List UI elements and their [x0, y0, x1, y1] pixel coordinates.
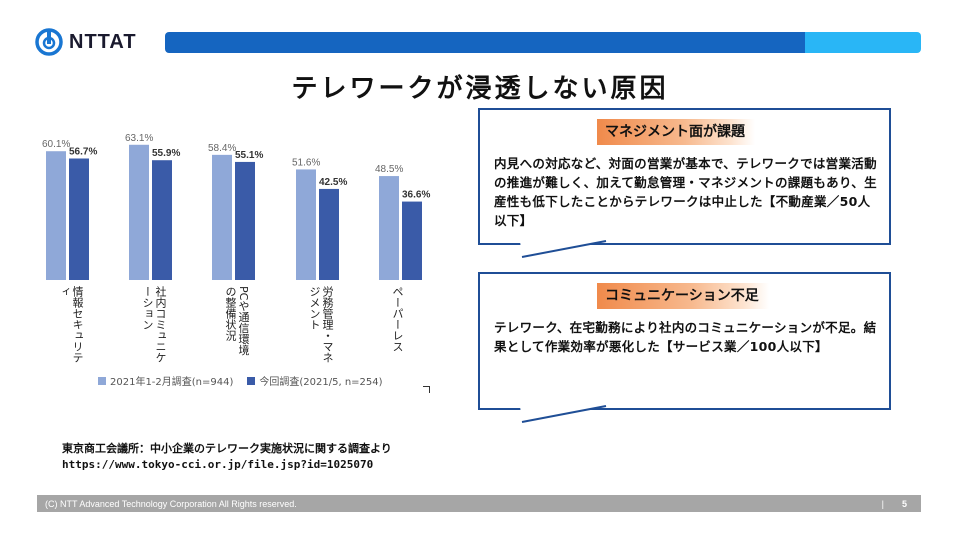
data-label: 60.1%: [42, 139, 70, 150]
callout-communication: コミュニケーション不足 テレワーク、在宅勤務により社内のコミュニケーションが不足…: [478, 272, 891, 410]
legend-item-2021-jan: 2021年1-2月調査(n=944): [98, 373, 233, 388]
callout-tail: [520, 405, 607, 423]
source-url[interactable]: https://www.tokyo-cci.or.jp/file.jsp?id=…: [62, 458, 374, 471]
bar-jan-4: [379, 176, 399, 280]
header-bar-light: [805, 32, 921, 53]
data-label: 55.9%: [152, 148, 180, 159]
bar-jan-0: [46, 151, 66, 280]
category-label: ペーパーレス: [391, 286, 404, 352]
callout-text: 内見への対応など、対面の営業が基本で、テレワークでは営業活動の推進が難しく、加え…: [494, 156, 877, 228]
bar-chart: 60.1% 56.7% 63.1% 55.9% 58.4% 55.1% 51.6% 42.5%…: [38, 130, 458, 400]
bar-may-2: [235, 161, 255, 280]
legend-label: 今回調査(2021/5, n=254): [259, 377, 383, 388]
ntt-logo-icon: [35, 28, 63, 56]
bar-may-1: [152, 160, 172, 280]
slide-title: テレワークが浸透しない原因: [291, 74, 669, 104]
data-label: 51.6%: [292, 157, 320, 168]
legend-swatch: [98, 376, 106, 385]
header-bar: [165, 32, 921, 53]
data-label: 58.4%: [208, 143, 236, 154]
data-label: 55.1%: [235, 150, 263, 161]
header-bar-dark: [165, 32, 805, 53]
callout-tail: [520, 240, 607, 258]
footer-separator: |: [881, 498, 884, 509]
chart-canvas: 60.1%56.7% 63.1% 55.9% 58.4%55.1% 51.6% 42.5%…: [42, 133, 430, 280]
data-label: 42.5%: [319, 177, 347, 188]
logo-text: NTTAT: [69, 30, 137, 53]
corner-mark: [423, 386, 430, 393]
source-title: 東京商工会議所：中小企業のテレワーク実施状況に関する調査より: [62, 442, 392, 455]
bar-may-3: [319, 188, 339, 280]
data-label: 36.6%: [402, 190, 430, 201]
footer-bar: (C) NTT Advanced Technology Corporation …: [37, 495, 921, 512]
chart-legend: 2021年1-2月調査(n=944) 今回調査(2021/5, n=254): [98, 373, 397, 388]
callout-title: マネジメント面が課題: [597, 119, 755, 145]
callout-text: テレワーク、在宅勤務により社内のコミュニケーションが不足。結果として作業効率が悪…: [494, 320, 877, 354]
callout-management: マネジメント面が課題 内見への対応など、対面の営業が基本で、テレワークでは営業活…: [478, 108, 891, 245]
category-label: 情報セキュリティ: [58, 286, 84, 363]
data-label: 56.7%: [69, 147, 97, 158]
category-label: 社内コミュニケーション: [141, 286, 167, 363]
data-label: 48.5%: [375, 164, 403, 175]
data-label: 63.1%: [125, 133, 153, 144]
bar-jan-2: [212, 154, 232, 280]
bar-may-4: [402, 201, 422, 280]
category-label: 労務管理・マネジメント: [308, 286, 334, 363]
company-logo: NTTAT: [35, 28, 137, 56]
legend-swatch: [247, 376, 256, 385]
legend-label: 2021年1-2月調査(n=944): [110, 377, 234, 388]
category-label: PCや通信環境の整備状況: [224, 286, 250, 356]
callout-title: コミュニケーション不足: [597, 283, 769, 309]
copyright-text: (C) NTT Advanced Technology Corporation …: [45, 498, 297, 509]
bar-jan-1: [129, 144, 149, 280]
bar-may-0: [69, 158, 89, 280]
page-number: 5: [901, 498, 907, 509]
bar-jan-3: [296, 169, 316, 280]
source-citation: 東京商工会議所：中小企業のテレワーク実施状況に関する調査より https://w…: [62, 441, 392, 473]
legend-item-2021-may: 今回調査(2021/5, n=254): [247, 373, 383, 388]
